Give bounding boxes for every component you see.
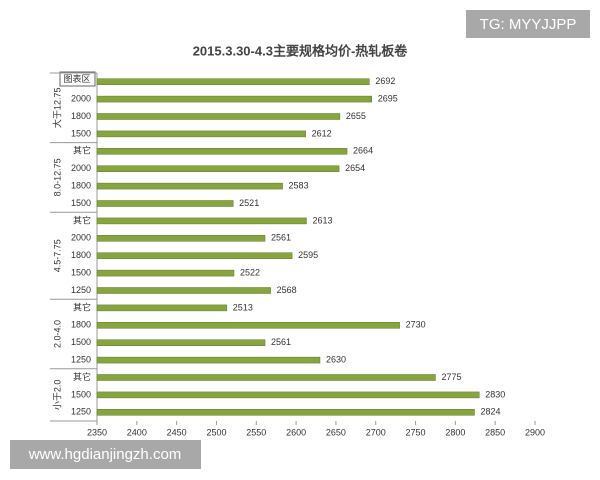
watermark: www.hgdianjingzh.com xyxy=(28,446,182,463)
data-label: 2561 xyxy=(271,233,291,243)
bar xyxy=(96,200,234,207)
data-label: 2522 xyxy=(240,267,260,277)
bar xyxy=(96,287,271,294)
data-label: 2613 xyxy=(312,215,332,225)
category-label: 1500 xyxy=(71,337,91,347)
x-tick-label: 2650 xyxy=(326,427,346,437)
bar xyxy=(96,356,321,364)
bar xyxy=(96,182,283,190)
category-label: 1500 xyxy=(71,389,91,399)
data-label: 2630 xyxy=(326,354,346,364)
bar xyxy=(96,322,400,329)
bar xyxy=(96,304,228,312)
bar xyxy=(96,165,340,172)
data-label: 2824 xyxy=(480,407,500,417)
data-label: 2654 xyxy=(345,163,365,173)
category-label: 1250 xyxy=(71,354,91,364)
watermark-box xyxy=(466,10,590,38)
data-label: 2561 xyxy=(271,337,291,347)
bar xyxy=(96,217,307,225)
data-label: 2568 xyxy=(277,285,297,295)
bar xyxy=(96,95,372,103)
bar xyxy=(96,409,475,416)
category-label: 1250 xyxy=(71,407,91,417)
category-label: 1800 xyxy=(71,180,91,190)
data-label: 2695 xyxy=(378,93,398,103)
x-tick-label: 2750 xyxy=(406,427,426,437)
category-label: 1800 xyxy=(71,320,91,330)
category-label: 1800 xyxy=(71,250,91,260)
data-label: 2513 xyxy=(233,302,253,312)
x-tick-label: 2400 xyxy=(127,427,147,437)
data-label: 2664 xyxy=(353,146,373,156)
bar xyxy=(96,130,306,138)
bar xyxy=(96,113,341,120)
bar xyxy=(96,252,293,259)
group-label: 2.0-4.0 xyxy=(52,320,62,348)
chart-title: 2015.3.30-4.3主要规格均价-热轧板卷 xyxy=(193,43,409,58)
category-label: 1500 xyxy=(71,267,91,277)
x-tick-label: 2850 xyxy=(485,427,505,437)
bar xyxy=(96,148,348,155)
x-tick-label: 2450 xyxy=(167,427,187,437)
data-label: 2830 xyxy=(485,389,505,399)
category-label: 2000 xyxy=(71,163,91,173)
category-label: 2000 xyxy=(71,233,91,243)
watermark-box xyxy=(10,440,201,469)
category-label: 2000 xyxy=(71,93,91,103)
data-label: 2655 xyxy=(346,111,366,121)
group-label: 8.0-12.75 xyxy=(52,158,62,196)
category-label: 1250 xyxy=(71,285,91,295)
bar xyxy=(96,78,370,85)
category-label: 其它 xyxy=(73,145,91,156)
bar xyxy=(96,269,235,277)
x-tick-label: 2350 xyxy=(87,427,107,437)
data-label: 2521 xyxy=(239,198,259,208)
data-label: 2692 xyxy=(375,76,395,86)
category-label: 其它 xyxy=(73,371,91,382)
group-label: 4.5-7.75 xyxy=(52,239,62,272)
bar xyxy=(96,339,266,346)
category-label: 其它 xyxy=(73,301,91,312)
data-label: 2595 xyxy=(298,250,318,260)
x-tick-label: 2900 xyxy=(525,427,545,437)
category-label: 1500 xyxy=(71,198,91,208)
category-label: 1500 xyxy=(71,128,91,138)
chart-area-tag xyxy=(59,71,96,87)
data-label: 2730 xyxy=(406,320,426,330)
x-tick-label: 2700 xyxy=(366,427,386,437)
x-tick-label: 2600 xyxy=(286,427,306,437)
watermark: TG: MYYJJPP xyxy=(480,16,577,33)
group-label: 大于12.75 xyxy=(51,88,62,129)
x-tick-label: 2800 xyxy=(445,427,465,437)
category-label: 其它 xyxy=(73,214,91,225)
data-label: 2775 xyxy=(441,372,461,382)
category-label: 1800 xyxy=(71,111,91,121)
bar xyxy=(96,374,436,381)
x-tick-label: 2550 xyxy=(246,427,266,437)
group-label: 小于2.0 xyxy=(52,380,62,411)
x-tick-label: 2500 xyxy=(206,427,226,437)
data-label: 2612 xyxy=(312,128,332,138)
bar xyxy=(96,391,480,399)
chart-area-label: 图表区 xyxy=(63,73,90,84)
data-label: 2583 xyxy=(289,180,309,190)
bar xyxy=(96,235,266,242)
